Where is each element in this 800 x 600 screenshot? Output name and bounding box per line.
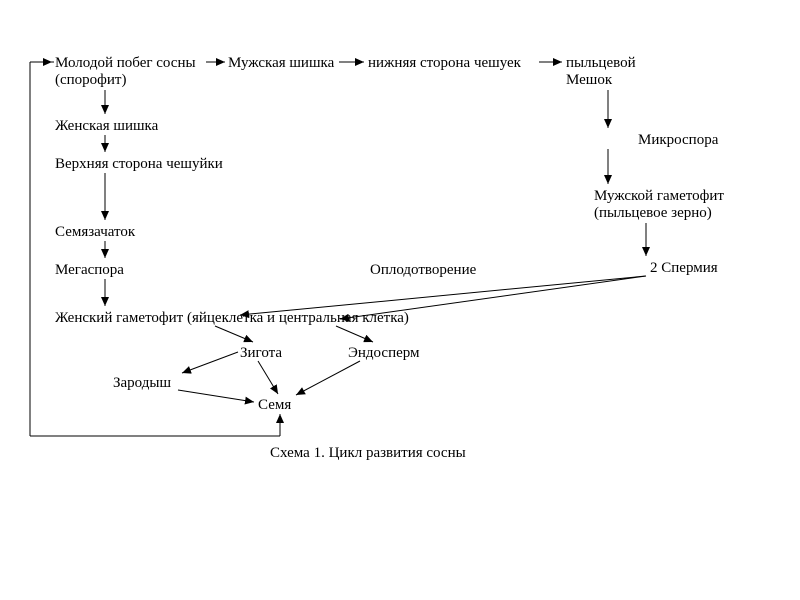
edge-15: [258, 361, 278, 394]
node-n5: Женская шишка: [55, 118, 158, 135]
node-n10: Микроспора: [638, 132, 718, 149]
diagram-arrows: [0, 0, 800, 600]
node-n9: Женский гаметофит (яйцеклетка и централь…: [55, 310, 409, 327]
node-n2: Мужская шишка: [228, 55, 334, 72]
node-n12: 2 Спермия: [650, 260, 718, 277]
node-n17: Семя: [258, 397, 291, 414]
node-n8: Мегаспора: [55, 262, 124, 279]
node-n14: Зигота: [240, 345, 282, 362]
edge-13: [215, 326, 253, 342]
node-n11: Мужской гаметофит(пыльцевое зерно): [594, 188, 724, 223]
node-n7: Семязачаток: [55, 224, 135, 241]
node-n16: Зародыш: [113, 375, 171, 392]
edge-18: [178, 390, 254, 402]
edge-14: [336, 326, 373, 342]
node-n1: Молодой побег сосны(спорофит): [55, 55, 196, 90]
diagram-caption: Схема 1. Цикл развития сосны: [270, 445, 466, 462]
node-n6: Верхняя сторона чешуйки: [55, 156, 223, 173]
node-n13: Оплодотворение: [370, 262, 476, 279]
node-n15: Эндосперм: [348, 345, 420, 362]
node-n3: нижняя сторона чешуек: [368, 55, 521, 72]
edge-17: [182, 352, 238, 373]
edge-16: [296, 361, 360, 395]
node-n4: пыльцевойМешок: [566, 55, 636, 90]
